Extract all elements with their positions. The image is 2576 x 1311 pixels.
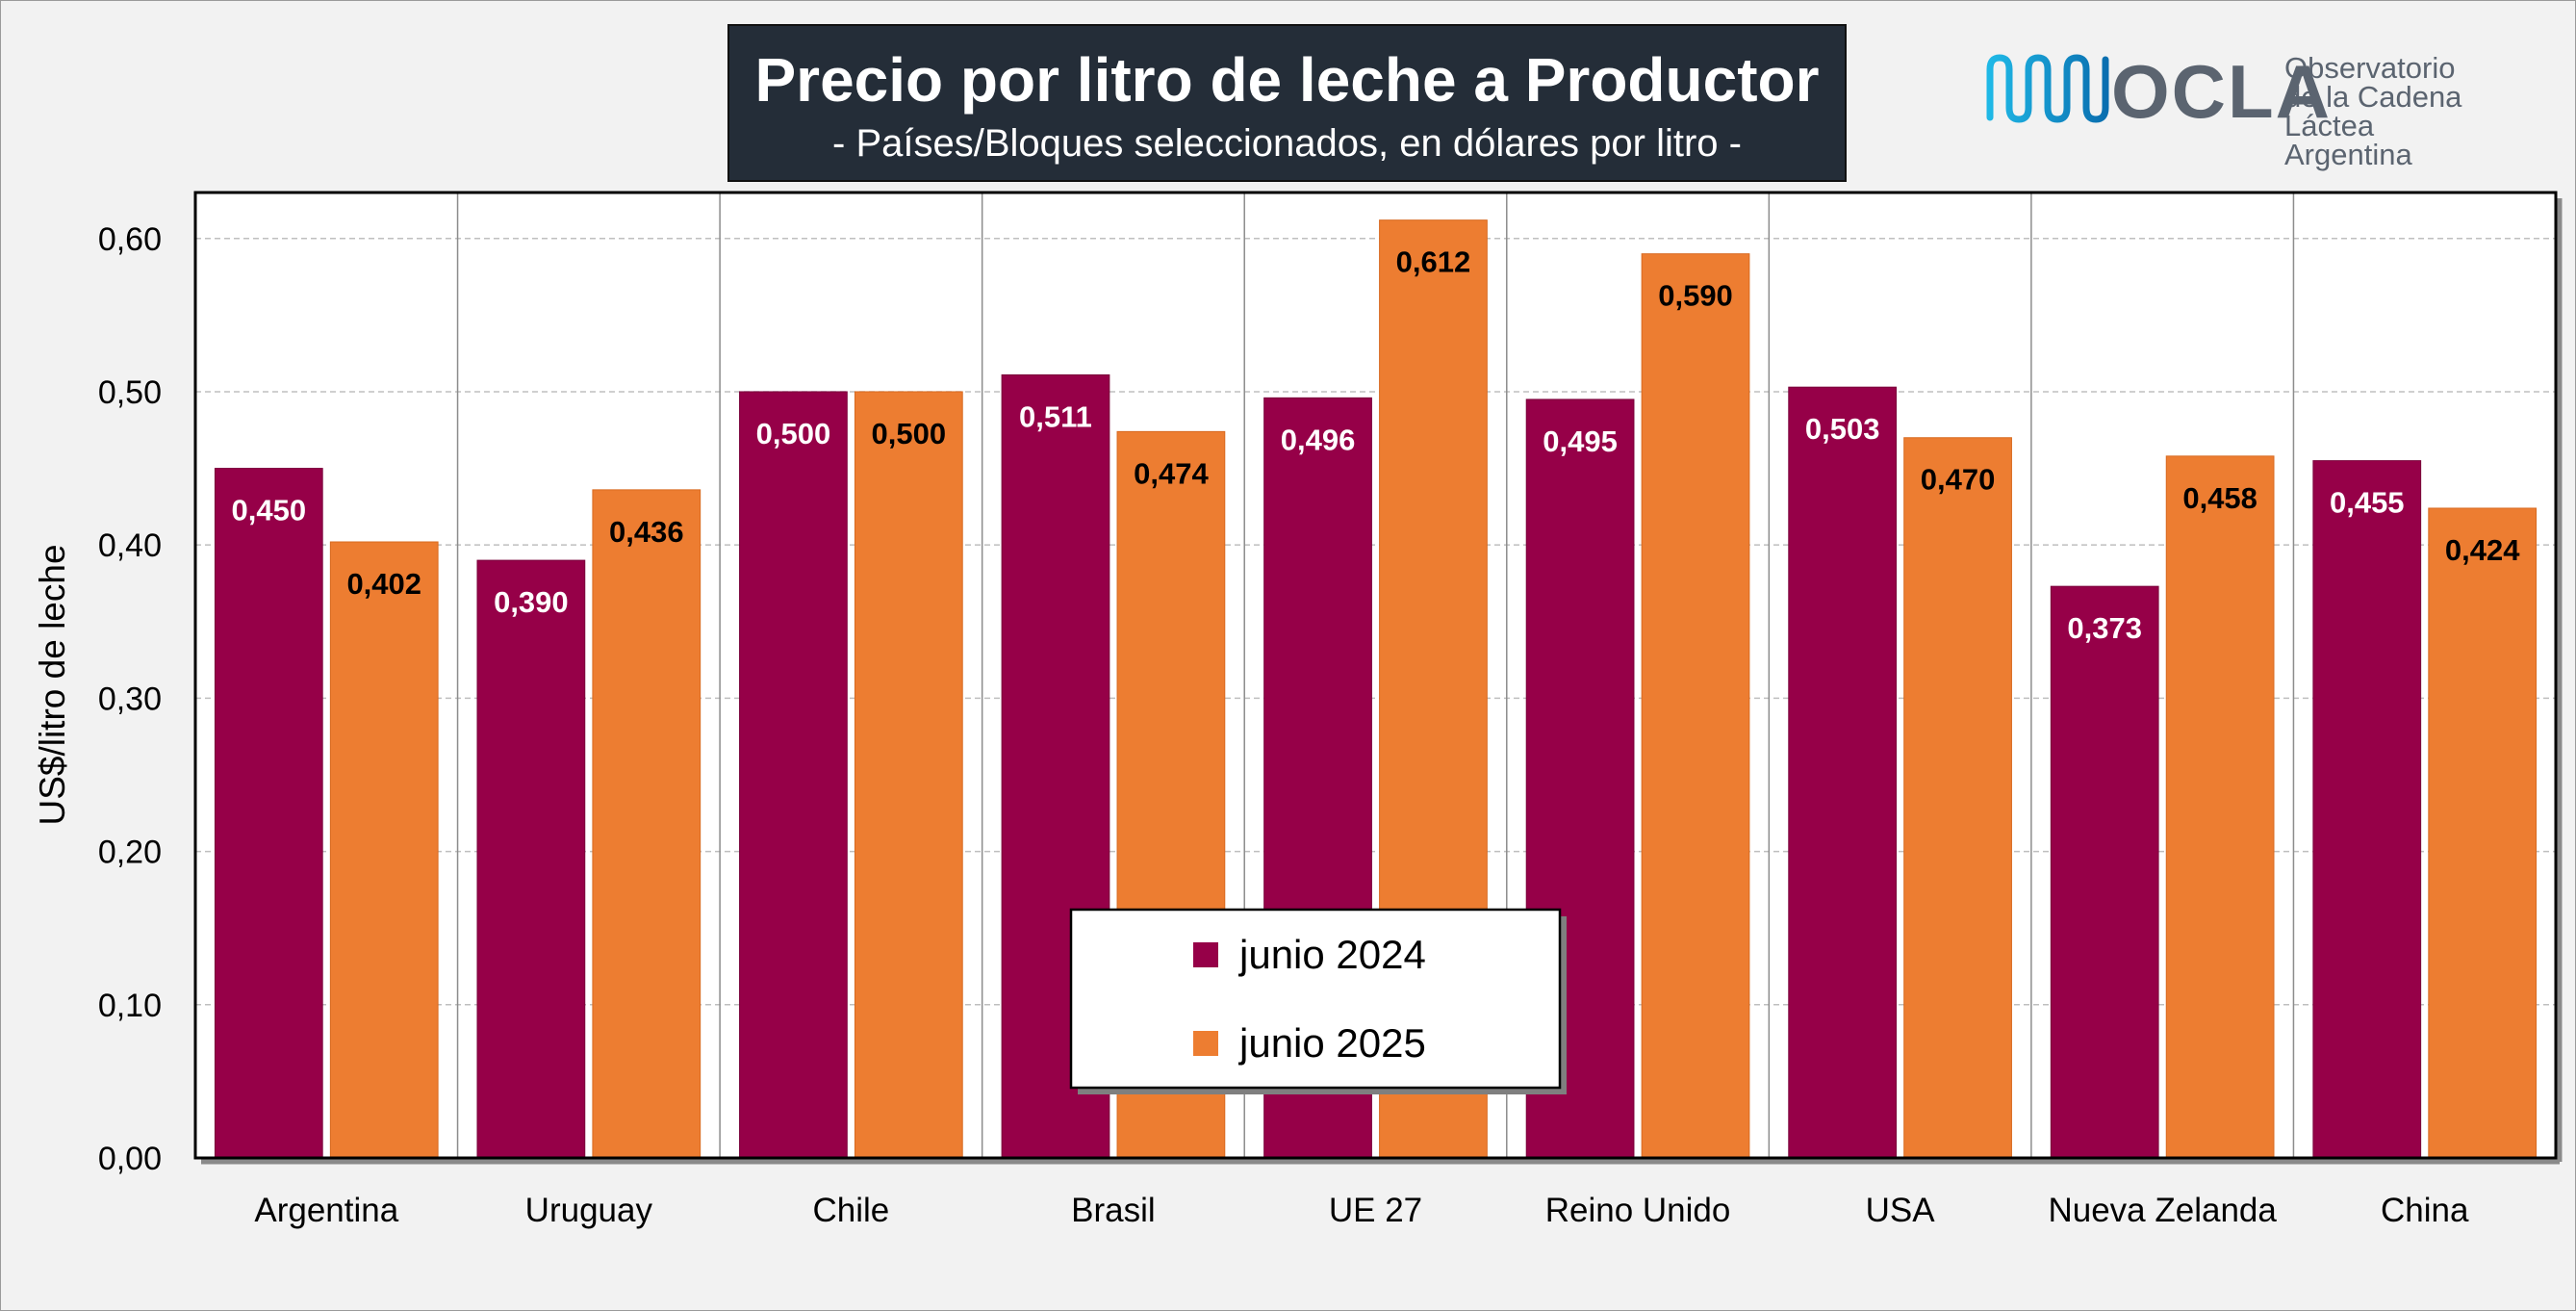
x-tick-label: China (2381, 1192, 2469, 1229)
x-tick-label: Reino Unido (1545, 1192, 1731, 1229)
data-label: 0,373 (2067, 611, 2142, 645)
bar-junio-2025 (329, 541, 439, 1159)
data-label: 0,496 (1281, 423, 1356, 456)
data-label: 0,474 (1134, 456, 1209, 490)
bar-junio-2025 (1903, 437, 2012, 1159)
data-label: 0,402 (346, 567, 421, 601)
y-tick-label: 0,10 (98, 988, 162, 1024)
bar-junio-2024 (2050, 585, 2159, 1159)
bar-junio-2024 (214, 468, 323, 1159)
chart-subtitle: - Países/Bloques seleccionados, en dólar… (832, 122, 1742, 165)
bar-junio-2024 (739, 391, 848, 1159)
data-label: 0,500 (872, 417, 947, 450)
data-label: 0,495 (1543, 424, 1618, 458)
legend-label: junio 2024 (1237, 932, 1426, 977)
y-tick-label: 0,00 (98, 1141, 162, 1177)
legend-swatch-junio-2024 (1193, 942, 1218, 967)
ocla-logo: OCLA Observatorio de la Cadena Láctea Ar… (1986, 44, 2525, 169)
data-label: 0,455 (2330, 486, 2405, 520)
bar-junio-2025 (2165, 455, 2275, 1159)
x-tick-label: Brasil (1071, 1192, 1156, 1229)
x-tick-label: UE 27 (1329, 1192, 1422, 1229)
y-tick-label: 0,20 (98, 835, 162, 871)
y-tick-label: 0,60 (98, 221, 162, 258)
bar-junio-2025 (1641, 253, 1750, 1159)
wave-logo-icon (1986, 54, 2109, 123)
x-tick-label: Uruguay (525, 1192, 653, 1229)
bar-junio-2025 (2428, 507, 2538, 1159)
data-label: 0,503 (1805, 412, 1880, 446)
legend-label: junio 2025 (1237, 1020, 1426, 1066)
x-tick-label: Argentina (254, 1192, 398, 1229)
bar-junio-2024 (1788, 386, 1898, 1159)
chart-title: Precio por litro de leche a Productor (754, 45, 1820, 115)
data-label: 0,390 (494, 585, 569, 619)
bar-junio-2025 (592, 489, 701, 1159)
plot-border (193, 191, 2558, 1160)
x-tick-label: Nueva Zelanda (2048, 1192, 2277, 1229)
data-label: 0,511 (1019, 399, 1092, 433)
y-tick-label: 0,40 (98, 527, 162, 564)
data-label: 0,450 (232, 494, 307, 527)
bar-junio-2025 (854, 391, 963, 1159)
data-label: 0,424 (2445, 533, 2520, 567)
data-label: 0,436 (609, 515, 684, 549)
y-axis-title: US$/litro de leche (33, 544, 72, 825)
data-label: 0,612 (1396, 245, 1471, 279)
data-label: 0,590 (1658, 279, 1733, 313)
bar-junio-2024 (2312, 460, 2422, 1159)
logo-line-1: Observatorio (2284, 51, 2456, 85)
logo-line-2: de la Cadena Láctea (2284, 80, 2462, 142)
bar-junio-2024 (476, 559, 586, 1159)
title-box: Precio por litro de leche a Productor - … (727, 24, 1847, 182)
data-label: 0,500 (756, 417, 831, 450)
legend (1069, 908, 1562, 1090)
y-tick-label: 0,30 (98, 681, 162, 717)
y-tick-label: 0,50 (98, 374, 162, 411)
logo-name: OCLA (2111, 49, 2332, 134)
legend-swatch-junio-2025 (1193, 1031, 1218, 1056)
x-tick-label: Chile (813, 1192, 890, 1229)
data-label: 0,470 (1921, 463, 1996, 497)
logo-text: Observatorio de la Cadena Láctea Argenti… (2284, 51, 2525, 171)
x-tick-label: USA (1866, 1192, 1936, 1229)
data-label: 0,458 (2182, 481, 2257, 515)
logo-line-3: Argentina (2284, 138, 2412, 171)
